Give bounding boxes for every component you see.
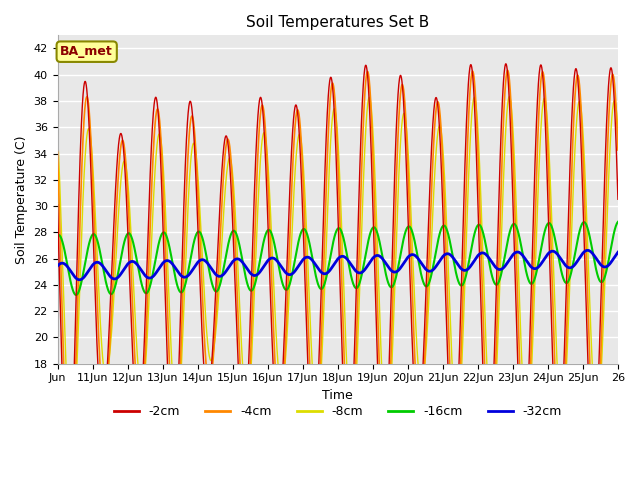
Legend: -2cm, -4cm, -8cm, -16cm, -32cm: -2cm, -4cm, -8cm, -16cm, -32cm (109, 400, 567, 423)
Y-axis label: Soil Temperature (C): Soil Temperature (C) (15, 135, 28, 264)
Text: BA_met: BA_met (60, 45, 113, 58)
X-axis label: Time: Time (323, 389, 353, 402)
Title: Soil Temperatures Set B: Soil Temperatures Set B (246, 15, 429, 30)
